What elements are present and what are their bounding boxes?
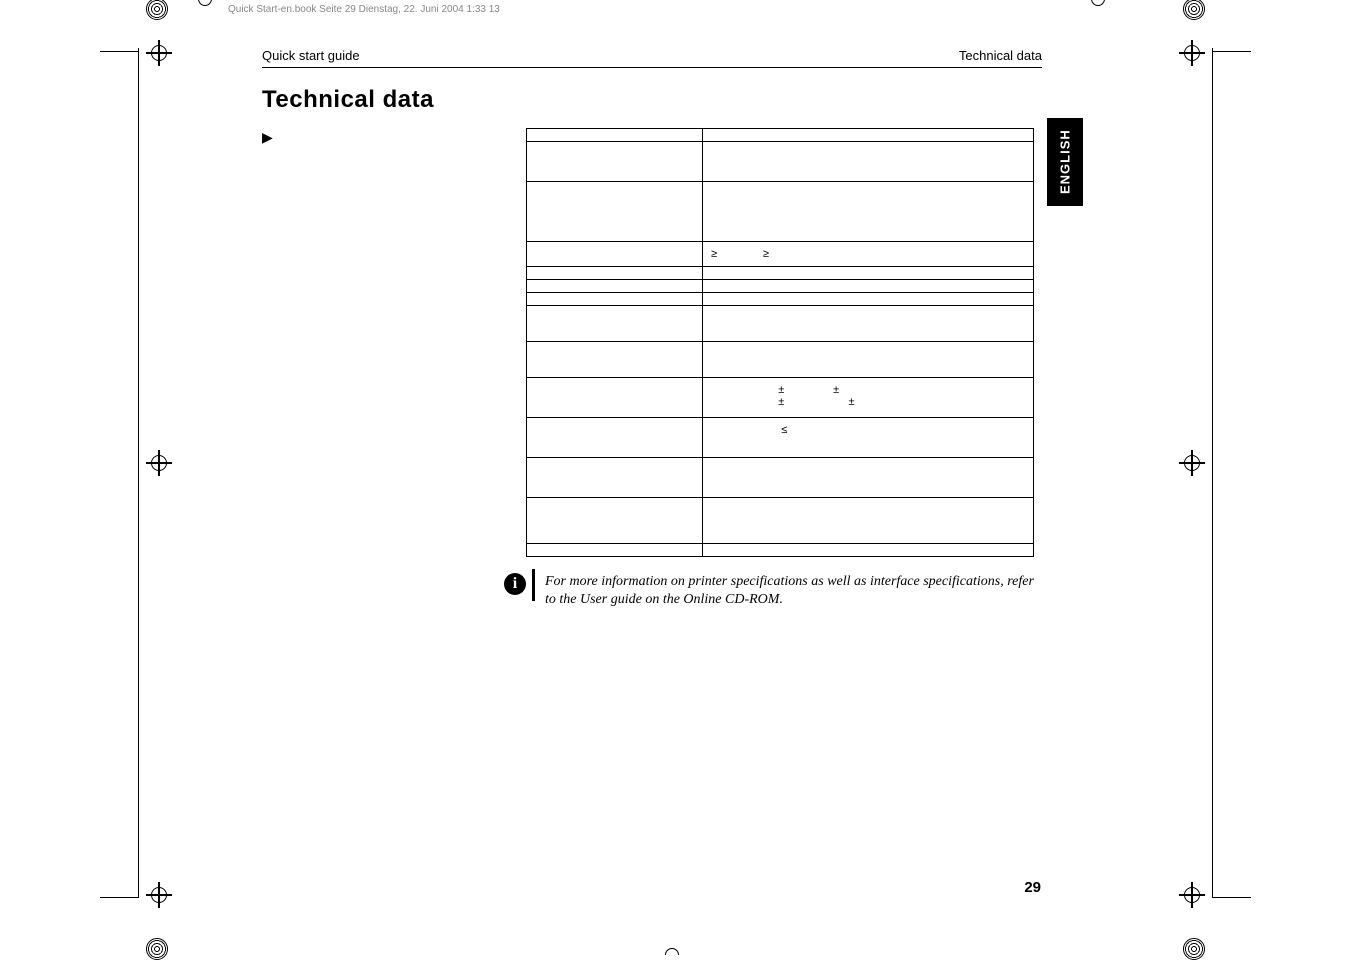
crop-register-tl xyxy=(150,44,168,62)
spec-label xyxy=(527,342,703,378)
table-row xyxy=(527,129,1034,142)
arrow-icon: ▶ xyxy=(262,130,276,144)
table-row xyxy=(527,293,1034,306)
spec-value xyxy=(703,544,1034,557)
table-row xyxy=(527,280,1034,293)
crop-guide-bl-h xyxy=(100,897,138,898)
crop-guide-left xyxy=(138,48,139,898)
table-row xyxy=(527,458,1034,498)
file-path-text: Quick Start-en.book Seite 29 Dienstag, 2… xyxy=(228,4,500,15)
table-row xyxy=(527,342,1034,378)
spec-value: ≤ xyxy=(703,418,1034,458)
spec-label xyxy=(527,306,703,342)
content-block: ▶ ≥ ≥ ± ± ± ± ≤ xyxy=(262,128,1042,557)
info-note: i For more information on printer specif… xyxy=(504,573,1042,608)
info-icon-wrap: i xyxy=(504,573,535,601)
spec-value xyxy=(703,458,1034,498)
spec-value xyxy=(703,498,1034,544)
spec-label xyxy=(527,378,703,418)
spec-label xyxy=(527,418,703,458)
crop-register-bl xyxy=(150,886,168,904)
spec-label xyxy=(527,267,703,280)
table-row xyxy=(527,142,1034,182)
table-row: ≥ ≥ xyxy=(527,242,1034,267)
crop-register-mr xyxy=(1183,454,1201,472)
spec-value xyxy=(703,142,1034,182)
table-row xyxy=(527,498,1034,544)
page-content: Quick start guide Technical data Technic… xyxy=(262,48,1042,608)
crop-guide-right xyxy=(1212,48,1213,898)
spec-label xyxy=(527,182,703,242)
header-right: Technical data xyxy=(959,48,1042,63)
crop-mark-circle-tr xyxy=(1183,0,1205,20)
spec-value: ≥ ≥ xyxy=(703,242,1034,267)
header-left: Quick start guide xyxy=(262,48,360,63)
spec-label xyxy=(527,498,703,544)
info-icon: i xyxy=(504,573,526,595)
language-tab: ENGLISH xyxy=(1047,118,1083,206)
crop-half-tl xyxy=(198,0,212,6)
crop-guide-tr-h xyxy=(1213,51,1251,52)
table-row xyxy=(527,182,1034,242)
spec-value xyxy=(703,293,1034,306)
spec-value xyxy=(703,182,1034,242)
crop-register-ml xyxy=(150,454,168,472)
crop-mark-circle-tl xyxy=(146,0,168,20)
info-divider xyxy=(532,569,535,601)
page-header: Quick start guide Technical data xyxy=(262,48,1042,68)
spec-value xyxy=(703,267,1034,280)
spec-label xyxy=(527,458,703,498)
crop-register-tr xyxy=(1183,44,1201,62)
spec-label xyxy=(527,242,703,267)
table-row xyxy=(527,306,1034,342)
spec-value xyxy=(703,129,1034,142)
spec-label xyxy=(527,280,703,293)
crop-guide-tl-h xyxy=(100,51,138,52)
table-row: ≤ xyxy=(527,418,1034,458)
spec-value: ± ± ± ± xyxy=(703,378,1034,418)
table-row xyxy=(527,544,1034,557)
table-row xyxy=(527,267,1034,280)
crop-guide-br-h xyxy=(1213,897,1251,898)
spec-value xyxy=(703,306,1034,342)
info-note-text: For more information on printer specific… xyxy=(545,573,1042,608)
table-row: ± ± ± ± xyxy=(527,378,1034,418)
crop-register-br xyxy=(1183,886,1201,904)
spec-value xyxy=(703,342,1034,378)
crop-mark-circle-bl xyxy=(146,938,168,960)
spec-value xyxy=(703,280,1034,293)
spec-table: ≥ ≥ ± ± ± ± ≤ xyxy=(526,128,1034,557)
spec-label xyxy=(527,293,703,306)
page-number: 29 xyxy=(1024,879,1041,896)
crop-half-tr xyxy=(1091,0,1105,6)
crop-mark-circle-br xyxy=(1183,938,1205,960)
section-title: Technical data xyxy=(262,86,1042,114)
spec-label xyxy=(527,544,703,557)
spec-label xyxy=(527,142,703,182)
spec-label xyxy=(527,129,703,142)
crop-half-bottom xyxy=(665,948,679,962)
